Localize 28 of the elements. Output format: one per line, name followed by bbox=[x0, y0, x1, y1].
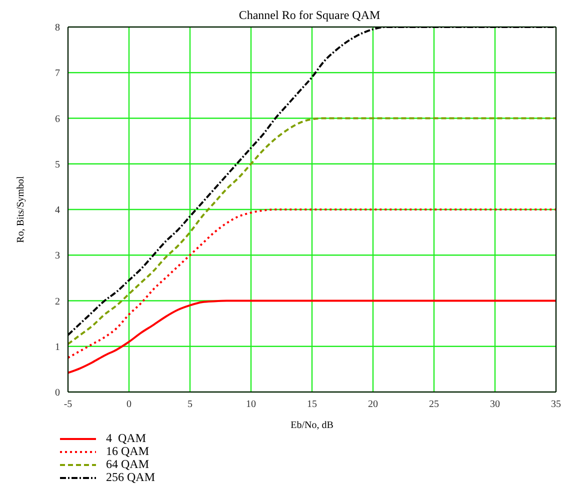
x-tick-label: 20 bbox=[368, 399, 378, 410]
y-tick-label: 3 bbox=[55, 250, 60, 262]
x-tick-label: -5 bbox=[64, 399, 72, 410]
y-tick-label: 4 bbox=[55, 205, 60, 216]
x-tick-label: 5 bbox=[188, 399, 192, 410]
y-axis-title: Ro, Bits/Symbol bbox=[16, 176, 27, 243]
y-tick-label: 1 bbox=[55, 342, 60, 353]
y-tick-label: 5 bbox=[55, 159, 60, 170]
y-tick-label: 2 bbox=[55, 296, 60, 308]
chart-title: Channel Ro for Square QAM bbox=[238, 8, 382, 22]
x-tick-label: 30 bbox=[490, 399, 500, 410]
line-series bbox=[68, 117, 556, 346]
x-tick-label: 0 bbox=[126, 399, 132, 410]
legend-label: 64 QAM bbox=[106, 457, 150, 472]
legend-label: 4 QAM bbox=[106, 431, 146, 446]
y-tick-label: 6 bbox=[55, 114, 60, 125]
legend-label: 16 QAM bbox=[106, 444, 150, 459]
x-axis-title: Eb/No, dB bbox=[290, 420, 334, 431]
x-tick-label: 10 bbox=[246, 399, 256, 410]
x-tick-label: 35 bbox=[551, 399, 561, 410]
x-tick-label: 25 bbox=[429, 399, 439, 410]
legend-label: 256 QAM bbox=[106, 470, 156, 485]
y-tick-label: 0 bbox=[55, 388, 60, 399]
y-tick-label: 7 bbox=[55, 68, 60, 80]
y-tick-label: 8 bbox=[55, 22, 60, 34]
x-tick-label: 15 bbox=[307, 399, 317, 410]
line-series bbox=[68, 300, 556, 374]
line-series bbox=[68, 208, 556, 359]
